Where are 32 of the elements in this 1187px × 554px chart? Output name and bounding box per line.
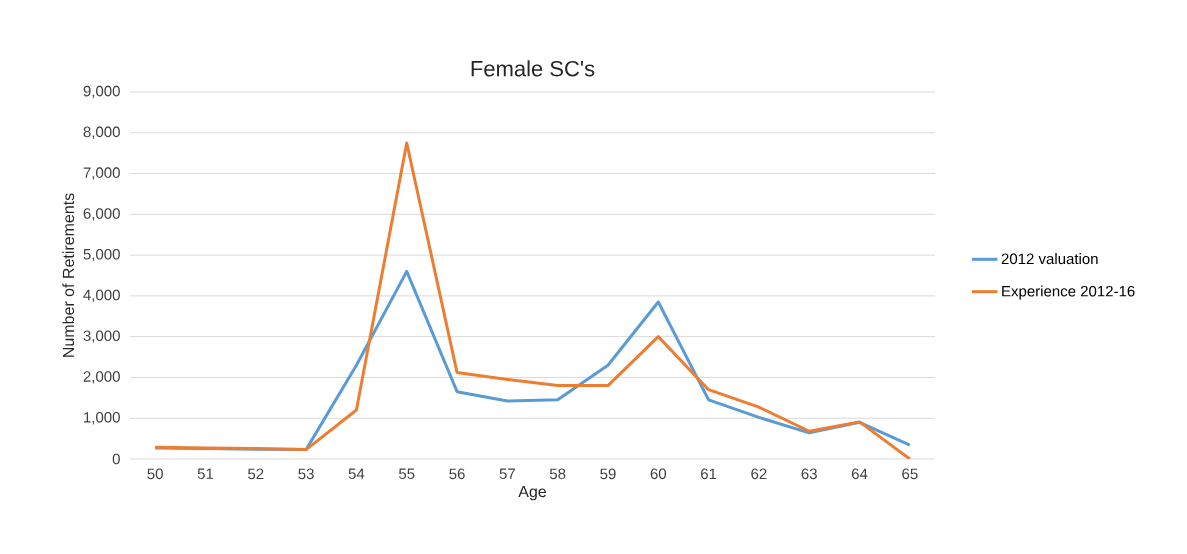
chart-title: Female SC's	[471, 60, 595, 77]
y-tick-label: 4,000	[83, 289, 120, 303]
y-tick-label: 2,000	[83, 371, 120, 384]
y-tick-label: 5,000	[83, 248, 120, 262]
x-axis-title: Age	[518, 486, 547, 501]
y-tick-label: 9,000	[83, 85, 120, 99]
x-tick-label: 54	[348, 468, 365, 479]
x-tick-label: 61	[701, 468, 717, 480]
y-axis-title: Number of Retirements	[62, 193, 75, 357]
y-tick-label: 1,000	[84, 412, 120, 425]
x-tick-label: 55	[398, 468, 415, 479]
x-tick-label: 56	[449, 468, 465, 480]
y-tick-label: 0	[112, 453, 120, 465]
x-tick-label: 57	[499, 468, 515, 479]
legend-label: Experience 2012-16	[1002, 285, 1135, 300]
y-tick-label: 8,000	[83, 126, 120, 139]
legend-label: 2012 valuation	[1001, 253, 1098, 265]
x-tick-label: 63	[801, 468, 817, 480]
x-tick-label: 64	[851, 468, 868, 480]
y-tick-label: 6,000	[83, 208, 120, 221]
x-tick-label: 62	[751, 468, 767, 480]
x-tick-label: 52	[248, 468, 264, 480]
y-tick-label: 3,000	[83, 330, 120, 343]
x-tick-label: 58	[549, 468, 566, 480]
x-tick-label: 53	[298, 468, 314, 480]
x-tick-label: 59	[600, 468, 616, 480]
x-tick-label: 51	[197, 468, 214, 479]
x-tick-label: 65	[902, 468, 918, 480]
x-tick-label: 60	[650, 468, 667, 480]
y-tick-label: 7,000	[83, 167, 120, 180]
line-series	[153, 141, 912, 459]
x-tick-label: 50	[147, 468, 163, 480]
